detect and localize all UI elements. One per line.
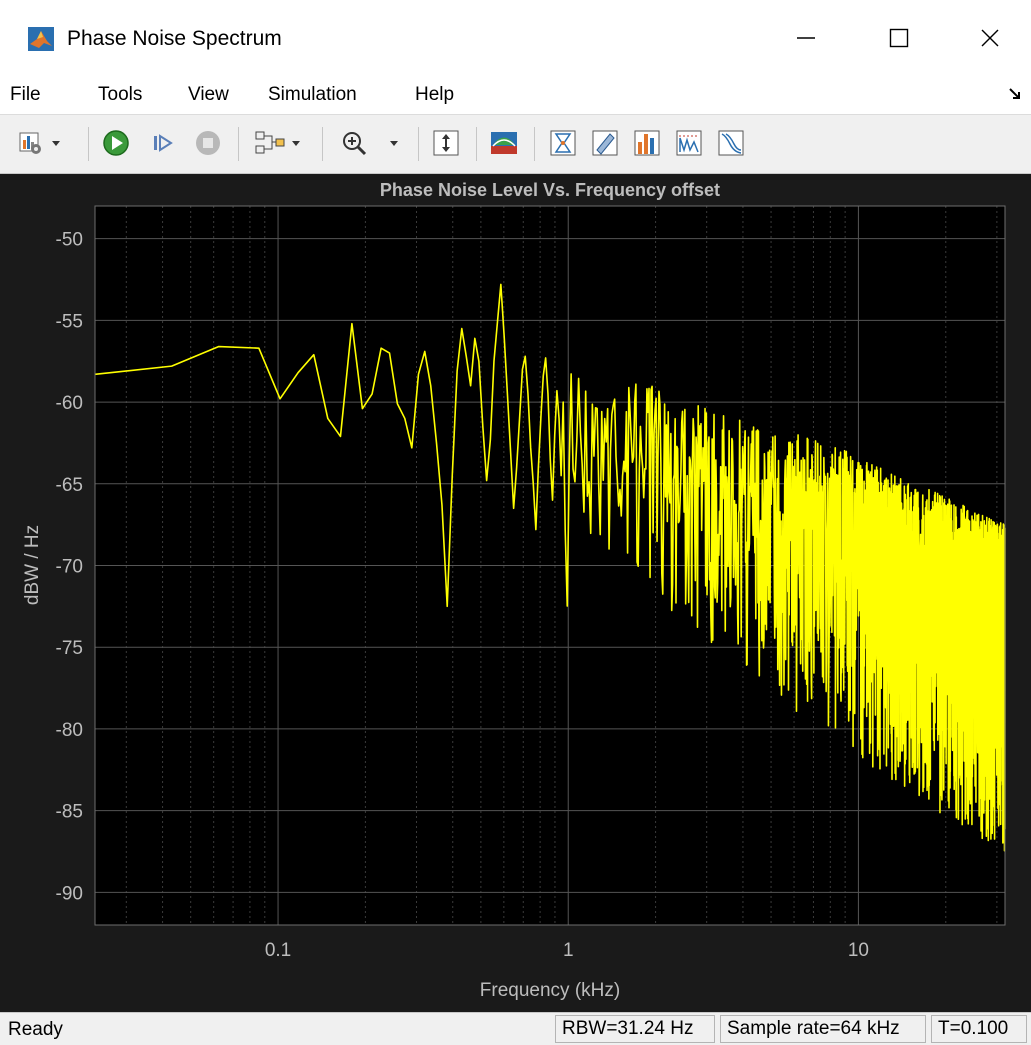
status-rbw: RBW=31.24 Hz [555, 1015, 715, 1043]
y-tick-label: -50 [56, 230, 83, 251]
title-bar: Phase Noise Spectrum [0, 0, 1031, 78]
menu-simulation[interactable]: Simulation [268, 84, 357, 105]
y-tick-label: -85 [56, 802, 83, 823]
ccdf-button[interactable] [714, 125, 748, 161]
menu-view[interactable]: View [188, 84, 229, 105]
status-sample-rate: Sample rate=64 kHz [720, 1015, 926, 1043]
y-tick-label: -65 [56, 475, 83, 496]
menu-help[interactable]: Help [415, 84, 455, 105]
close-button[interactable] [955, 14, 1025, 62]
x-axis-label: Frequency (kHz) [480, 980, 620, 1001]
y-tick-label: -60 [56, 393, 83, 414]
data-cursors-icon [550, 130, 576, 156]
stop-button[interactable] [190, 125, 226, 161]
plot-frame [94, 205, 1006, 926]
x-tick-labels: 0.1 1 10 [265, 940, 869, 961]
signal-select-button[interactable] [250, 125, 310, 161]
spectrum-display: -50 -55 -60 -65 -70 -75 -80 -85 -90 0.1 1 10 Phase… [0, 174, 1031, 1012]
scale-axes-button[interactable] [428, 125, 464, 161]
ccdf-icon [718, 130, 744, 156]
x-tick-label: 10 [848, 940, 869, 961]
menu-bar: File Tools View Simulation Help [0, 78, 1031, 114]
trace-layer [94, 283, 1006, 852]
y-tick-label: -70 [56, 557, 83, 578]
status-bar: Ready RBW=31.24 Hz Sample rate=64 kHz T=… [0, 1012, 1031, 1045]
toolbar-separator [322, 127, 323, 161]
measure-button[interactable] [588, 125, 622, 161]
toolbar [0, 114, 1031, 174]
x-tick-label: 1 [563, 940, 574, 961]
spectrum-settings-icon [491, 132, 517, 154]
settings-button[interactable] [14, 125, 66, 161]
step-forward-icon [154, 134, 173, 152]
y-tick-label: -55 [56, 311, 83, 332]
measure-icon [592, 130, 618, 156]
distortion-icon [676, 130, 702, 156]
y-tick-label: -80 [56, 720, 83, 741]
data-cursors-button[interactable] [546, 125, 580, 161]
toolbar-separator [534, 127, 535, 161]
toolbar-separator [238, 127, 239, 161]
toolbar-separator [476, 127, 477, 161]
step-forward-button[interactable] [144, 125, 180, 161]
status-ready: Ready [8, 1019, 63, 1040]
menu-tools[interactable]: Tools [98, 84, 143, 105]
peak-finder-icon [634, 130, 660, 156]
peak-finder-button[interactable] [630, 125, 664, 161]
run-button[interactable] [98, 125, 134, 161]
signal-select-icon [255, 131, 300, 154]
y-tick-label: -75 [56, 638, 83, 659]
phase-noise-chart: -50 -55 -60 -65 -70 -75 -80 -85 -90 0.1 1 10 Phase… [22, 180, 1006, 1001]
window-title: Phase Noise Spectrum [67, 27, 282, 50]
maximize-icon [889, 28, 909, 48]
x-tick-label: 0.1 [265, 940, 291, 961]
spectrum-settings-button[interactable] [486, 125, 522, 161]
matlab-logo-icon [28, 27, 54, 51]
run-icon [103, 130, 129, 156]
toolbar-separator [418, 127, 419, 161]
y-axis-label: dBW / Hz [22, 525, 43, 605]
chart-title: Phase Noise Level Vs. Frequency offset [380, 180, 720, 200]
menu-file[interactable]: File [10, 84, 41, 105]
toolbar-separator [88, 127, 89, 161]
status-time: T=0.100 [931, 1015, 1027, 1043]
zoom-in-icon [343, 132, 398, 156]
maximize-button[interactable] [864, 14, 934, 62]
phase-noise-trace [94, 283, 1006, 852]
scale-axes-icon [433, 130, 459, 156]
zoom-button[interactable] [334, 125, 408, 161]
close-icon [981, 29, 999, 47]
y-tick-labels: -50 -55 -60 -65 -70 -75 -80 -85 -90 [56, 230, 83, 905]
y-tick-label: -90 [56, 883, 83, 904]
settings-icon [19, 132, 60, 154]
minimize-icon [797, 37, 815, 39]
stop-icon [196, 131, 220, 155]
distortion-button[interactable] [672, 125, 706, 161]
minimize-button[interactable] [771, 14, 841, 62]
undock-arrow-icon[interactable] [1007, 86, 1023, 102]
